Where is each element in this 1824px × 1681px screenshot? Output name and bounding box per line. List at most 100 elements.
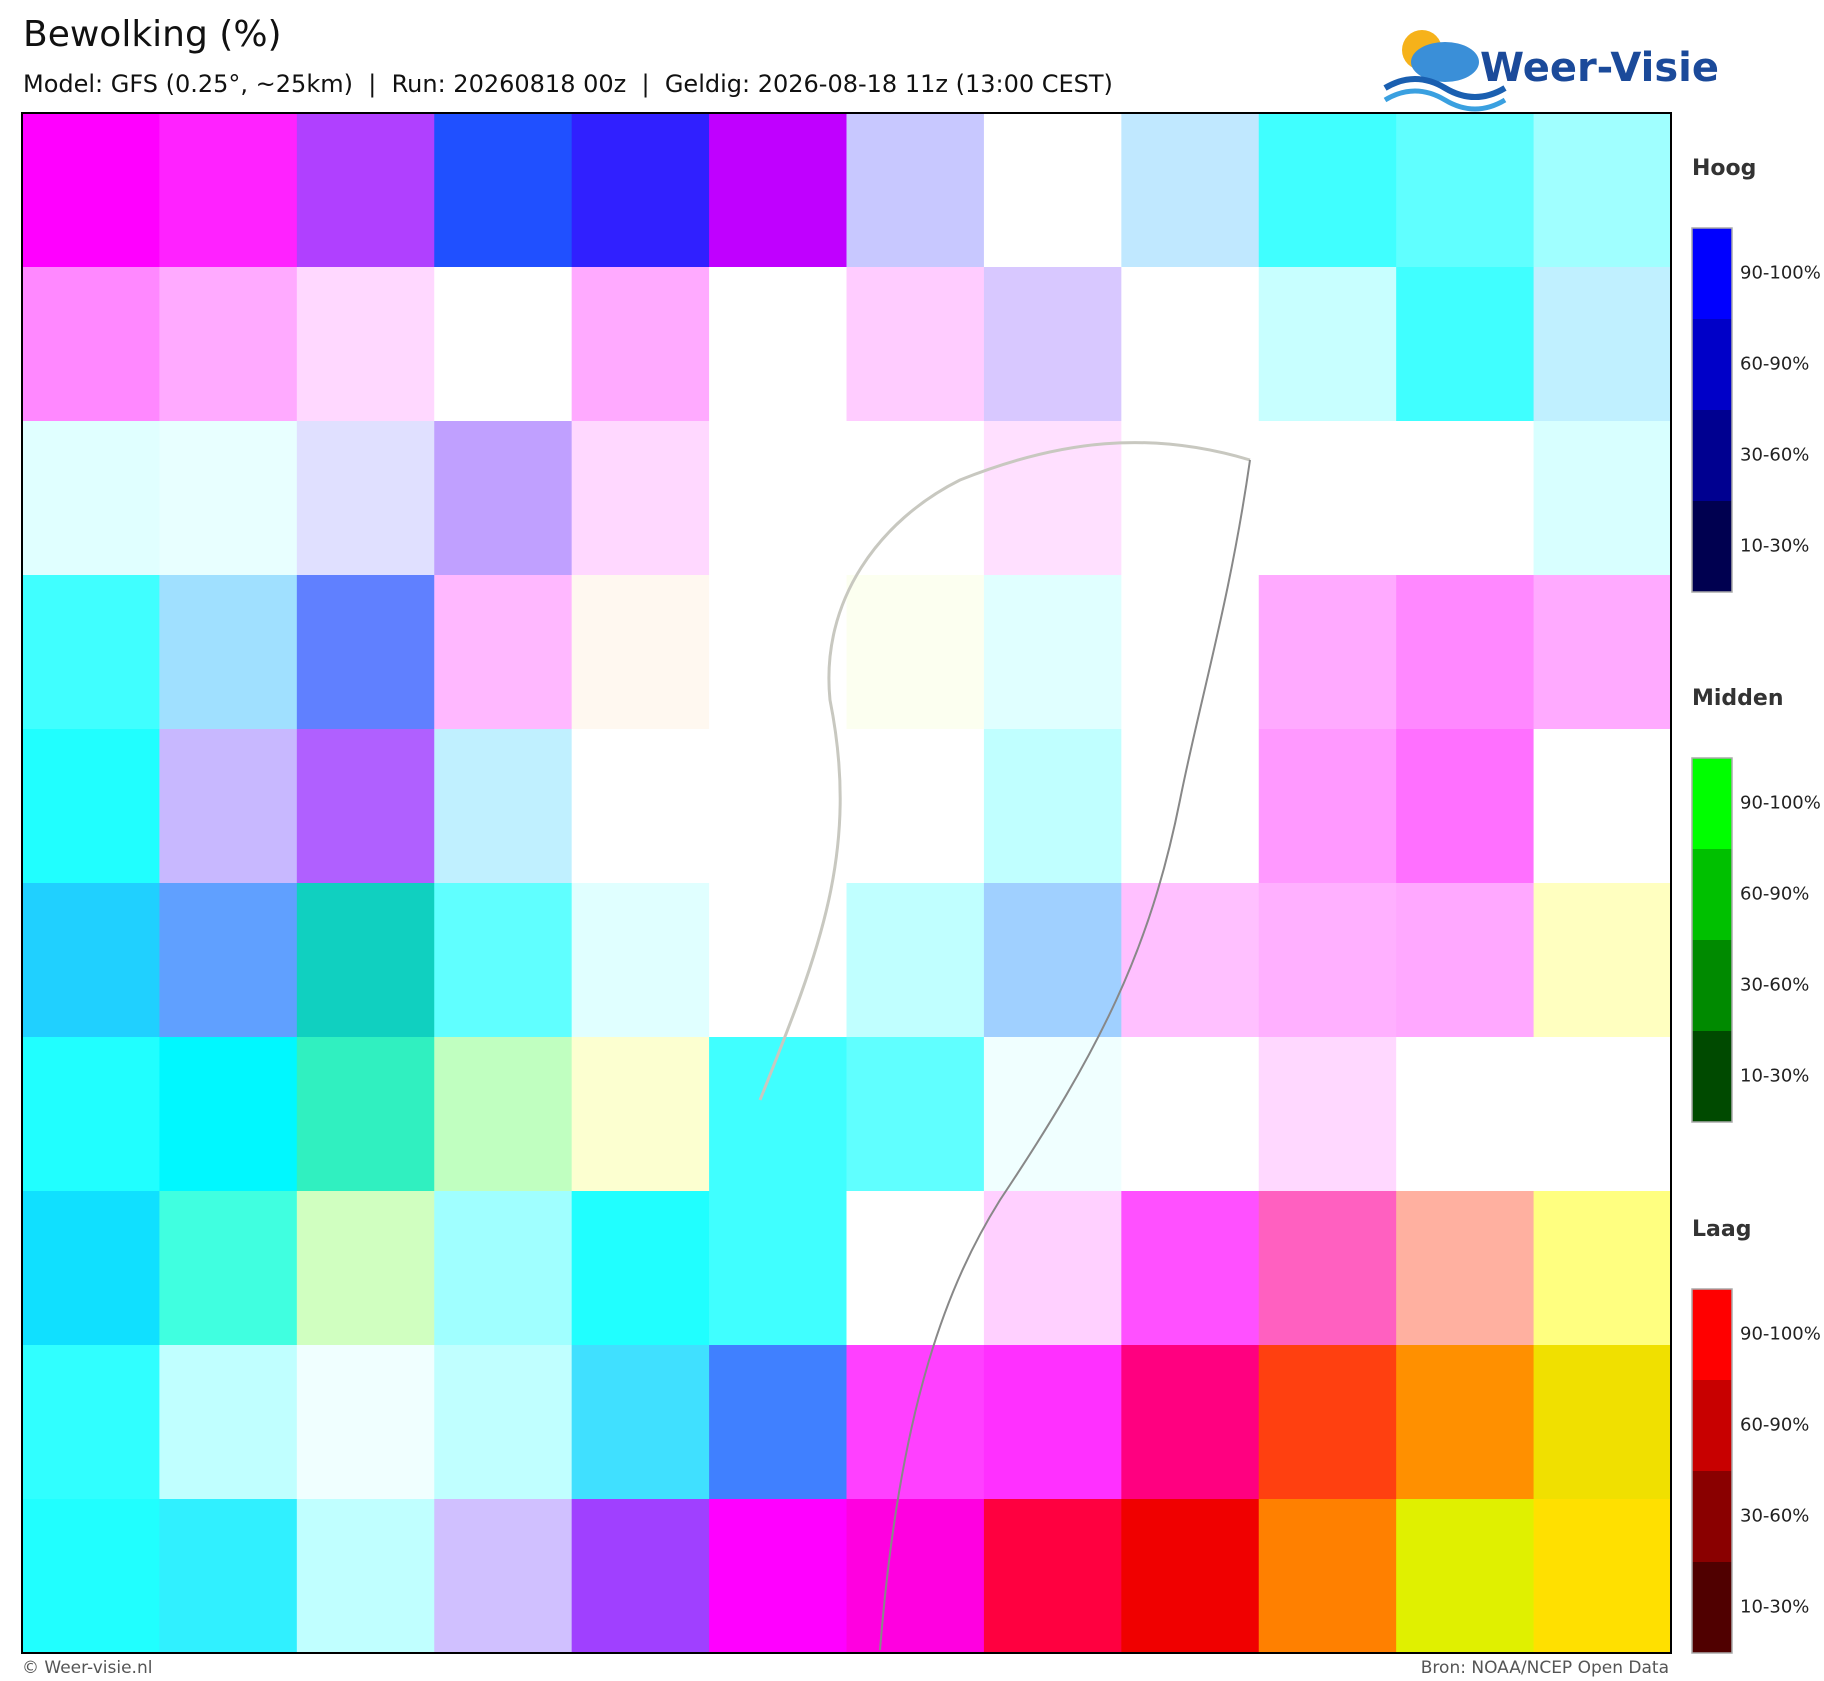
cloud-cell: [983, 421, 1122, 576]
cloud-cell: [159, 575, 298, 730]
cloud-cell: [1258, 421, 1397, 576]
cloud-cell: [22, 729, 160, 884]
map: [22, 113, 1672, 1654]
cloud-cell: [296, 267, 435, 422]
cloud-cell: [1258, 267, 1397, 422]
legend-swatch: [1692, 1289, 1732, 1380]
logo-text: Weer-Visie: [1480, 45, 1719, 91]
cloud-cell: [1121, 1345, 1260, 1500]
cloud-cell: [983, 1037, 1122, 1192]
cloud-cell: [1396, 1191, 1535, 1346]
cloud-cell: [1533, 1037, 1672, 1192]
cloud-cell: [22, 883, 160, 1038]
cloud-cell: [983, 575, 1122, 730]
cloud-cell: [983, 267, 1122, 422]
cloud-cell: [1533, 729, 1672, 884]
cloud-cell: [296, 421, 435, 576]
legend-label: 30-60%: [1740, 445, 1809, 466]
title: Bewolking (%): [23, 14, 282, 55]
cloud-cell: [159, 113, 298, 268]
cloud-cell: [571, 1037, 710, 1192]
cloud-cell: [1396, 113, 1535, 268]
legend-label: 60-90%: [1740, 1415, 1809, 1436]
cloud-cell: [159, 421, 298, 576]
cloud-cell: [434, 113, 573, 268]
legend-label: 30-60%: [1740, 1506, 1809, 1527]
cloud-cell: [159, 1037, 298, 1192]
cloud-cell: [709, 1191, 847, 1346]
cloud-cell: [1396, 1345, 1535, 1500]
cloud-cell: [1396, 1037, 1535, 1192]
legend-swatch: [1692, 940, 1732, 1031]
legend-swatch: [1692, 1380, 1732, 1471]
cloud-cell: [1533, 113, 1672, 268]
cloud-cell: [571, 729, 710, 884]
cloud-cell: [434, 575, 573, 730]
cloud-cell: [1121, 1499, 1260, 1654]
cloud-cell: [846, 1499, 985, 1654]
cloud-cell: [1258, 1499, 1397, 1654]
cloud-cell: [1258, 1037, 1397, 1192]
cloud-cell: [1533, 421, 1672, 576]
coastline: [758, 441, 1251, 1101]
cloud-cell: [709, 1499, 847, 1654]
legend-frame: [1691, 227, 1733, 593]
cloud-cell: [1258, 1191, 1397, 1346]
legend-swatch: [1692, 410, 1732, 501]
cloud-cell: [571, 575, 710, 730]
cloud-cell: [296, 1345, 435, 1500]
cloud-cell: [709, 267, 847, 422]
legend-label: 90-100%: [1740, 1324, 1821, 1345]
cloud-cell: [1121, 421, 1260, 576]
cloud-cell: [846, 1037, 985, 1192]
legend-swatch: [1692, 1031, 1732, 1122]
cloud-cell: [1121, 1037, 1260, 1192]
cloud-cell: [1258, 575, 1397, 730]
cloud-cell: [709, 1345, 847, 1500]
cloud-cell: [159, 1191, 298, 1346]
cloud-cell: [571, 1345, 710, 1500]
cloud-cell: [1121, 575, 1260, 730]
legend-title: Midden: [1692, 686, 1784, 711]
cloud-cell: [1533, 1499, 1672, 1654]
cloud-cell: [296, 1499, 435, 1654]
cloud-cell: [983, 1191, 1122, 1346]
cloud-cell: [296, 1191, 435, 1346]
cloud-cell: [1396, 421, 1535, 576]
cloud-cell: [846, 729, 985, 884]
legend-title: Hoog: [1692, 156, 1756, 181]
legend-swatch: [1692, 501, 1732, 592]
cloud-cell: [434, 267, 573, 422]
subtitle: Model: GFS (0.25°, ~25km) | Run: 2026081…: [23, 70, 1113, 98]
cloud-cell: [846, 421, 985, 576]
cloud-cell: [709, 729, 847, 884]
cloud-cell: [159, 1345, 298, 1500]
cloud-cell: [434, 1345, 573, 1500]
cloud-cell: [983, 1499, 1122, 1654]
legend-label: 90-100%: [1740, 793, 1821, 814]
cloud-cell: [296, 575, 435, 730]
cloud-cell: [846, 1191, 985, 1346]
cloud-cell: [709, 883, 847, 1038]
legend-label: 30-60%: [1740, 975, 1809, 996]
cloud-cell: [709, 575, 847, 730]
cloud-cell: [22, 1037, 160, 1192]
cloud-cell: [434, 1037, 573, 1192]
cloud-cell: [571, 113, 710, 268]
cloud-cell: [1258, 1345, 1397, 1500]
cloud-cell: [1121, 1191, 1260, 1346]
cloud-cell: [846, 1345, 985, 1500]
cloud-cell: [434, 1191, 573, 1346]
cloud-cell: [1121, 113, 1260, 268]
cloud-cell: [1533, 1191, 1672, 1346]
cloud-cell: [159, 883, 298, 1038]
cloud-cell: [159, 1499, 298, 1654]
cloud-cell: [1121, 883, 1260, 1038]
cloud-cell: [571, 1499, 710, 1654]
cloud-cell: [434, 883, 573, 1038]
legend-label: 90-100%: [1740, 263, 1821, 284]
cloud-cell: [1396, 729, 1535, 884]
map-frame: [21, 112, 1672, 1654]
cloud-cell: [434, 729, 573, 884]
